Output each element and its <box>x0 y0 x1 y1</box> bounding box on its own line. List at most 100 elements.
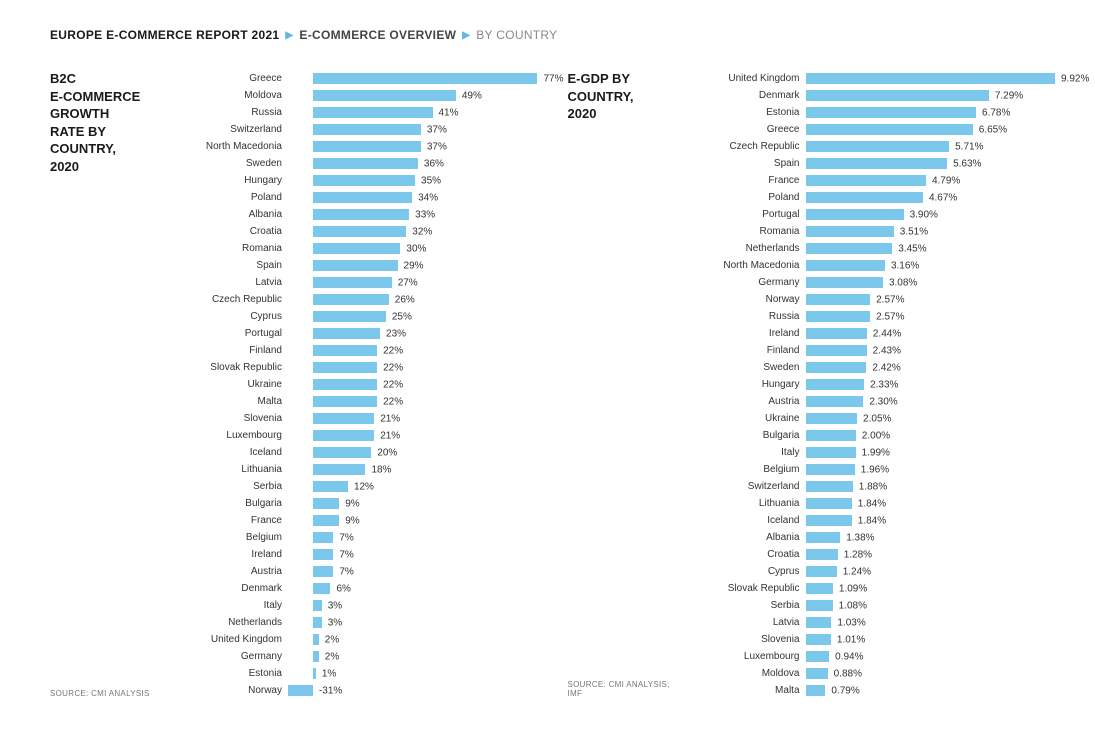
row-label: Cyprus <box>178 311 288 322</box>
chart-row: Luxembourg21% <box>178 427 538 444</box>
row-value: 3.16% <box>891 260 919 271</box>
row-label: Norway <box>178 685 288 696</box>
bar <box>806 583 833 594</box>
bar-track: 26% <box>288 294 538 305</box>
row-label: Hungary <box>178 175 288 186</box>
chart-row: France9% <box>178 512 538 529</box>
chart-row: Cyprus1.24% <box>696 563 1056 580</box>
bar <box>806 328 867 339</box>
bar <box>806 430 856 441</box>
chart-row: Russia2.57% <box>696 308 1056 325</box>
bar-track: 2.00% <box>806 430 1056 441</box>
row-value: 7% <box>339 532 353 543</box>
row-label: Romania <box>696 226 806 237</box>
bar <box>806 124 973 135</box>
chart-row: Bulgaria2.00% <box>696 427 1056 444</box>
bar <box>806 226 894 237</box>
bar-track: 20% <box>288 447 538 458</box>
chart-row: Czech Republic26% <box>178 291 538 308</box>
row-value: 37% <box>427 141 447 152</box>
chart-row: Switzerland1.88% <box>696 478 1056 495</box>
row-label: Poland <box>696 192 806 203</box>
row-value: 9% <box>345 515 359 526</box>
row-value: 27% <box>398 277 418 288</box>
row-value: 9.92% <box>1061 73 1089 84</box>
bar <box>806 481 853 492</box>
bar <box>313 515 339 526</box>
bar-track: 9.92% <box>806 73 1056 84</box>
chart-row: Croatia32% <box>178 223 538 240</box>
bar-track: 22% <box>288 362 538 373</box>
row-label: Germany <box>696 277 806 288</box>
row-value: 22% <box>383 345 403 356</box>
row-value: 2.43% <box>873 345 901 356</box>
row-value: 4.67% <box>929 192 957 203</box>
row-value: 49% <box>462 90 482 101</box>
row-value: 1.84% <box>858 515 886 526</box>
bar-track: 49% <box>288 90 538 101</box>
row-label: Ireland <box>696 328 806 339</box>
growth-rate-title: B2CE-COMMERCEGROWTHRATE BYCOUNTRY,2020 <box>50 70 160 699</box>
row-value: 18% <box>371 464 391 475</box>
bar <box>313 107 433 118</box>
row-label: Croatia <box>178 226 288 237</box>
bar-track: 1.08% <box>806 600 1056 611</box>
chart-row: Serbia12% <box>178 478 538 495</box>
bar-track: 41% <box>288 107 538 118</box>
bar-track: 27% <box>288 277 538 288</box>
bar <box>313 566 333 577</box>
bar-track: 25% <box>288 311 538 322</box>
bar <box>806 396 864 407</box>
bar <box>806 141 950 152</box>
chart-row: Slovak Republic1.09% <box>696 580 1056 597</box>
row-label: Slovak Republic <box>696 583 806 594</box>
bar <box>313 175 415 186</box>
bar-track: 1.84% <box>806 498 1056 509</box>
bar <box>313 294 389 305</box>
row-label: Ireland <box>178 549 288 560</box>
chart-row: Denmark6% <box>178 580 538 597</box>
breadcrumb: EUROPE E-COMMERCE REPORT 2021 ▶ E-COMMER… <box>50 28 1055 42</box>
row-value: 5.63% <box>953 158 981 169</box>
bar <box>806 532 841 543</box>
row-value: 22% <box>383 362 403 373</box>
chart-row: Bulgaria9% <box>178 495 538 512</box>
row-label: Serbia <box>178 481 288 492</box>
bar-track: 3% <box>288 600 538 611</box>
bar-track: 1.88% <box>806 481 1056 492</box>
chart-row: France4.79% <box>696 172 1056 189</box>
bar-track: 32% <box>288 226 538 237</box>
breadcrumb-item-2: BY COUNTRY <box>476 28 557 42</box>
row-label: Cyprus <box>696 566 806 577</box>
chart-row: Estonia6.78% <box>696 104 1056 121</box>
row-value: 1.03% <box>837 617 865 628</box>
bar <box>313 328 380 339</box>
row-label: United Kingdom <box>696 73 806 84</box>
bar-track: 2.57% <box>806 311 1056 322</box>
bar-track: 3% <box>288 617 538 628</box>
bar <box>806 73 1056 84</box>
bar <box>313 345 377 356</box>
bar <box>313 124 421 135</box>
bar-track: 2.43% <box>806 345 1056 356</box>
bar-track: 3.16% <box>806 260 1056 271</box>
bar <box>806 617 832 628</box>
chart-row: Ireland7% <box>178 546 538 563</box>
bar <box>313 90 456 101</box>
row-label: Italy <box>696 447 806 458</box>
row-value: 1.38% <box>846 532 874 543</box>
chart-row: Poland34% <box>178 189 538 206</box>
row-value: 6% <box>336 583 350 594</box>
row-label: Czech Republic <box>696 141 806 152</box>
row-label: Bulgaria <box>696 430 806 441</box>
bar-track: 1.09% <box>806 583 1056 594</box>
bar-track: 22% <box>288 345 538 356</box>
bar <box>806 175 926 186</box>
row-value: 4.79% <box>932 175 960 186</box>
row-value: 0.79% <box>831 685 859 696</box>
chart-row: Lithuania1.84% <box>696 495 1056 512</box>
bar-track: 7% <box>288 532 538 543</box>
bar <box>806 260 885 271</box>
chart-row: Romania3.51% <box>696 223 1056 240</box>
bar-track: 0.79% <box>806 685 1056 696</box>
